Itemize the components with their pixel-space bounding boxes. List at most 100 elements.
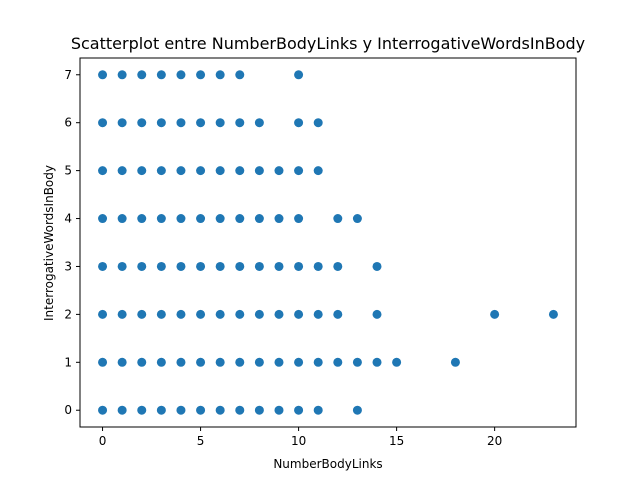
data-point — [313, 166, 323, 176]
data-point — [372, 309, 382, 319]
data-point — [274, 261, 284, 271]
data-point — [235, 357, 245, 367]
data-point — [274, 357, 284, 367]
data-point — [156, 309, 166, 319]
data-point — [98, 357, 108, 367]
data-point — [196, 166, 206, 176]
x-tick-label: 5 — [197, 434, 205, 448]
y-tick-label: 0 — [64, 403, 72, 417]
x-axis-label: NumberBodyLinks — [273, 457, 382, 471]
data-point — [156, 166, 166, 176]
data-point — [176, 405, 186, 415]
data-point — [117, 166, 127, 176]
data-point — [235, 70, 245, 80]
data-point — [215, 70, 225, 80]
data-point — [215, 405, 225, 415]
data-point — [156, 261, 166, 271]
data-point — [117, 309, 127, 319]
data-point — [450, 357, 460, 367]
data-point — [313, 309, 323, 319]
y-axis-label: InterrogativeWordsInBody — [42, 165, 56, 321]
data-point — [98, 309, 108, 319]
points-layer — [98, 70, 558, 415]
data-point — [137, 309, 147, 319]
y-tick-label: 4 — [64, 212, 72, 226]
data-point — [235, 261, 245, 271]
x-tick-label: 0 — [99, 434, 107, 448]
data-point — [548, 309, 558, 319]
data-point — [294, 261, 304, 271]
data-point — [117, 214, 127, 224]
data-point — [352, 214, 362, 224]
data-point — [196, 357, 206, 367]
data-point — [196, 118, 206, 128]
data-point — [274, 405, 284, 415]
data-point — [333, 261, 343, 271]
data-point — [98, 70, 108, 80]
data-point — [215, 357, 225, 367]
data-point — [274, 214, 284, 224]
data-point — [196, 70, 206, 80]
data-point — [117, 70, 127, 80]
data-point — [137, 166, 147, 176]
data-point — [254, 166, 264, 176]
data-point — [254, 261, 264, 271]
y-tick-label: 2 — [64, 307, 72, 321]
data-point — [156, 70, 166, 80]
data-point — [176, 214, 186, 224]
data-point — [137, 70, 147, 80]
x-tick-label: 15 — [389, 434, 404, 448]
data-point — [196, 405, 206, 415]
data-point — [294, 166, 304, 176]
data-point — [294, 309, 304, 319]
data-point — [313, 118, 323, 128]
data-point — [392, 357, 402, 367]
y-tick-label: 7 — [64, 68, 72, 82]
data-point — [490, 309, 500, 319]
data-point — [176, 261, 186, 271]
data-point — [176, 118, 186, 128]
x-tick-label: 20 — [487, 434, 502, 448]
data-point — [333, 214, 343, 224]
data-point — [156, 405, 166, 415]
data-point — [215, 309, 225, 319]
data-point — [176, 309, 186, 319]
data-point — [294, 214, 304, 224]
data-point — [196, 214, 206, 224]
data-point — [313, 357, 323, 367]
data-point — [98, 118, 108, 128]
data-point — [235, 405, 245, 415]
data-point — [215, 261, 225, 271]
data-point — [294, 118, 304, 128]
data-point — [137, 118, 147, 128]
data-point — [333, 357, 343, 367]
data-point — [235, 214, 245, 224]
y-tick-label: 3 — [64, 259, 72, 273]
data-point — [117, 118, 127, 128]
plot-frame — [79, 57, 577, 428]
data-point — [137, 214, 147, 224]
y-tick-label: 5 — [64, 164, 72, 178]
data-point — [294, 405, 304, 415]
data-point — [176, 70, 186, 80]
data-point — [98, 214, 108, 224]
data-point — [313, 405, 323, 415]
data-point — [235, 166, 245, 176]
data-point — [156, 357, 166, 367]
data-point — [274, 166, 284, 176]
data-point — [117, 405, 127, 415]
data-point — [117, 261, 127, 271]
data-point — [98, 405, 108, 415]
data-point — [352, 357, 362, 367]
data-point — [137, 357, 147, 367]
data-point — [235, 118, 245, 128]
data-point — [196, 261, 206, 271]
data-point — [254, 118, 264, 128]
data-point — [254, 357, 264, 367]
data-point — [274, 309, 284, 319]
data-point — [294, 70, 304, 80]
data-point — [137, 405, 147, 415]
